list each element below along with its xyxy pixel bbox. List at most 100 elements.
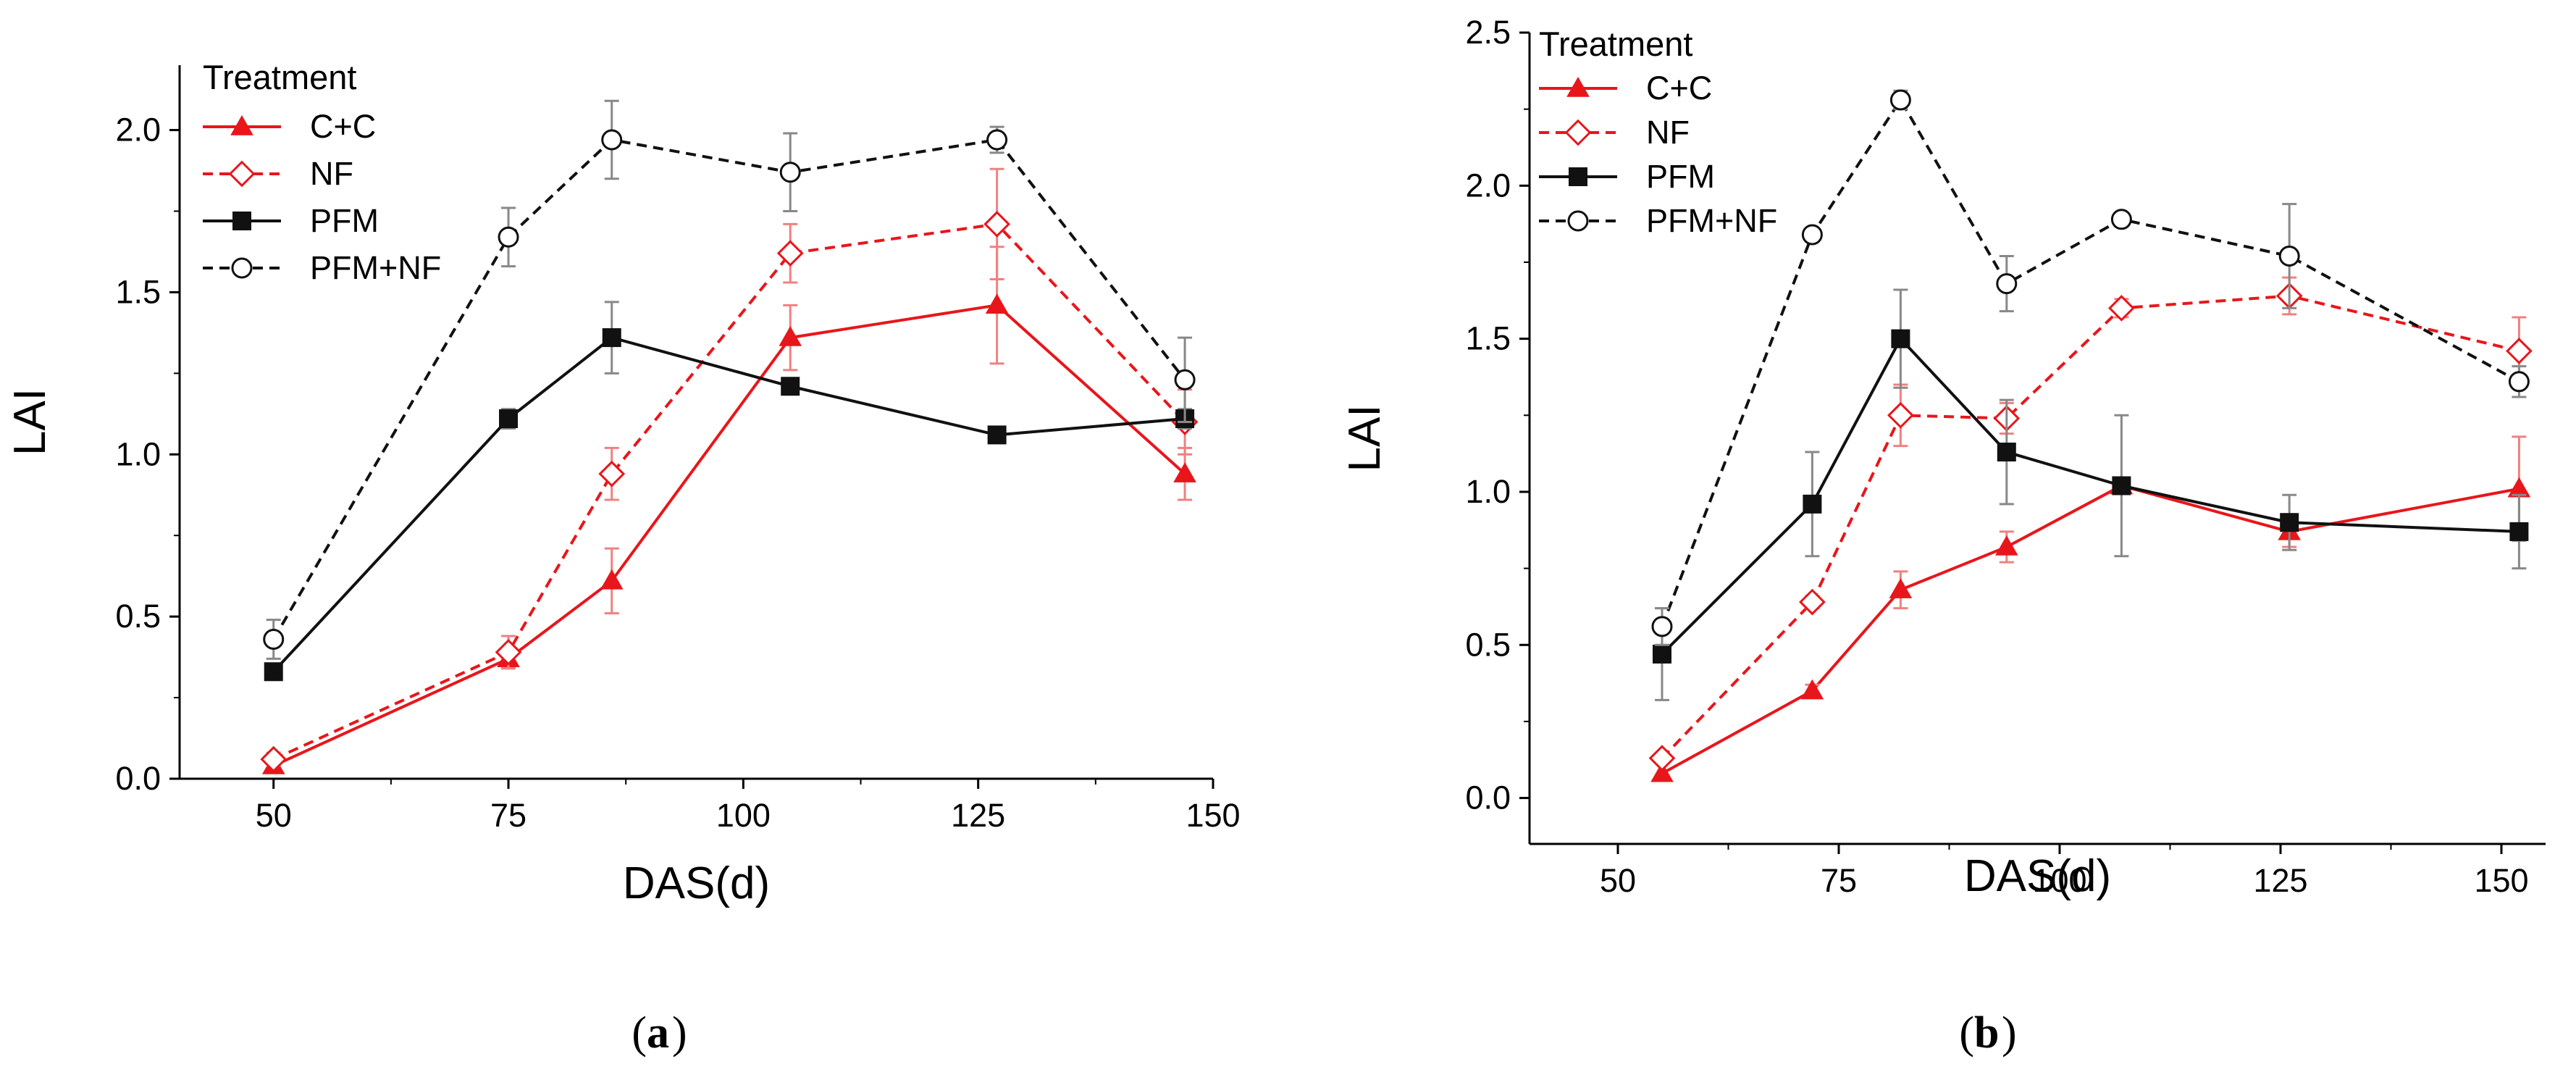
data-point (1889, 89, 1911, 111)
y-tick-label: 1.0 (1465, 473, 1511, 510)
data-point (495, 639, 522, 666)
data-point (781, 377, 800, 396)
data-point (1891, 329, 1910, 348)
data-point (1994, 535, 2018, 556)
data-point (776, 240, 804, 267)
caption-b: ( b ) (1959, 1008, 2016, 1058)
series-line (272, 335, 1186, 673)
panel-a-x-axis-label: DAS(d) (623, 858, 770, 908)
data-point (1887, 401, 1914, 429)
series-PFM (264, 301, 1195, 682)
panel-a-y-axis-label: LAI (5, 388, 55, 456)
data-point (987, 425, 1007, 445)
data-point (264, 662, 283, 682)
data-point (2280, 513, 2299, 532)
data-point (498, 226, 519, 248)
panel-b-legend: Treatment C+C NF PFM PFM+NF (1539, 25, 1777, 239)
y-tick-label: 1.5 (1465, 320, 1511, 357)
data-point (1650, 761, 1674, 782)
panel-a-legend: Treatment C+C NF PFM PFM+NF (203, 58, 441, 286)
legend-marker (232, 212, 251, 230)
legend-title: Treatment (203, 58, 356, 96)
legend-marker (1566, 77, 1590, 97)
legend-marker (231, 257, 253, 279)
data-point (2278, 246, 2300, 267)
x-tick-label: 50 (256, 797, 292, 834)
series-line (272, 138, 1186, 640)
x-tick-label: 150 (1186, 797, 1240, 834)
data-point (1174, 369, 1196, 390)
data-point (983, 211, 1010, 238)
data-point (986, 129, 1008, 151)
x-tick-label: 75 (490, 797, 526, 834)
legend-entry-NF: NF (1646, 114, 1690, 151)
data-point (1801, 224, 1823, 246)
series-line (272, 304, 1186, 767)
legend-marker (1564, 119, 1592, 146)
x-tick-label: 75 (1821, 862, 1857, 899)
data-point (2110, 209, 2132, 230)
data-point (260, 745, 288, 773)
data-point (2506, 338, 2533, 364)
svg-text:): ) (672, 1008, 687, 1058)
y-tick-label: 1.0 (115, 435, 161, 472)
series-PFM (1653, 288, 2529, 701)
y-tick-label: 2.5 (1465, 14, 1511, 51)
legend-marker (230, 115, 253, 135)
legend-entry-C+C: C+C (1646, 70, 1712, 106)
y-tick-label: 0.5 (115, 598, 161, 635)
data-point (1996, 273, 2018, 295)
series-line (272, 222, 1186, 761)
legend-marker (1567, 210, 1589, 232)
data-point (263, 628, 285, 650)
data-point (985, 293, 1009, 314)
legend-marker (228, 160, 256, 188)
data-point (2112, 476, 2131, 495)
data-point (1889, 578, 1913, 598)
data-point (598, 460, 626, 488)
y-tick-label: 1.5 (115, 273, 161, 310)
data-point (779, 326, 802, 346)
data-point (600, 569, 624, 590)
series-PFM+NF (263, 99, 1196, 660)
data-point (2509, 522, 2529, 541)
y-tick-label: 2.0 (1465, 167, 1511, 204)
x-tick-label: 125 (951, 797, 1005, 834)
legend-entry-PFM: PFM (1646, 158, 1715, 195)
data-point (1653, 644, 1671, 664)
data-point (1803, 494, 1822, 514)
data-point (1997, 443, 2016, 462)
x-tick-label: 50 (1600, 862, 1636, 899)
data-point (1173, 462, 1196, 482)
data-point (1799, 588, 1826, 616)
panel-b-x-axis-label: DAS(d) (1964, 851, 2111, 901)
y-tick-label: 0.0 (115, 760, 161, 797)
data-point (2508, 371, 2530, 393)
legend-entry-PFM+NF: PFM+NF (1646, 202, 1777, 239)
panel-b-y-axis-label: LAI (1340, 404, 1390, 472)
x-tick-label: 100 (2032, 862, 2086, 899)
data-point (601, 129, 623, 151)
svg-text:(: ( (632, 1008, 647, 1058)
panel-a-chart: 50 75 100 125 150 0.0 0.5 1.0 1.5 2.0 DAS(d) LAI Tre… (5, 58, 1241, 908)
series-PFM+NF (1651, 89, 2530, 646)
data-point (1648, 745, 1676, 772)
data-point (499, 409, 519, 429)
y-tick-label: 0.5 (1465, 626, 1511, 663)
caption-a: ( a ) (632, 1008, 687, 1058)
y-tick-label: 0.0 (1465, 779, 1511, 816)
legend-marker (1569, 167, 1587, 186)
panel-b-chart: 50 75 100 125 150 0.0 0.5 1.0 1.5 2.0 2.5 DAS(d) LAI… (1340, 14, 2546, 901)
data-point (1651, 616, 1673, 637)
x-tick-label: 125 (2253, 862, 2307, 899)
data-point (779, 162, 801, 183)
x-tick-label: 150 (2474, 862, 2528, 899)
legend-entry-NF: NF (310, 155, 353, 192)
x-tick-label: 100 (716, 797, 771, 834)
y-tick-label: 2.0 (115, 112, 161, 149)
legend-title: Treatment (1539, 25, 1692, 63)
caption-a-letter: a (647, 1008, 669, 1058)
svg-text:): ) (2002, 1008, 2017, 1058)
